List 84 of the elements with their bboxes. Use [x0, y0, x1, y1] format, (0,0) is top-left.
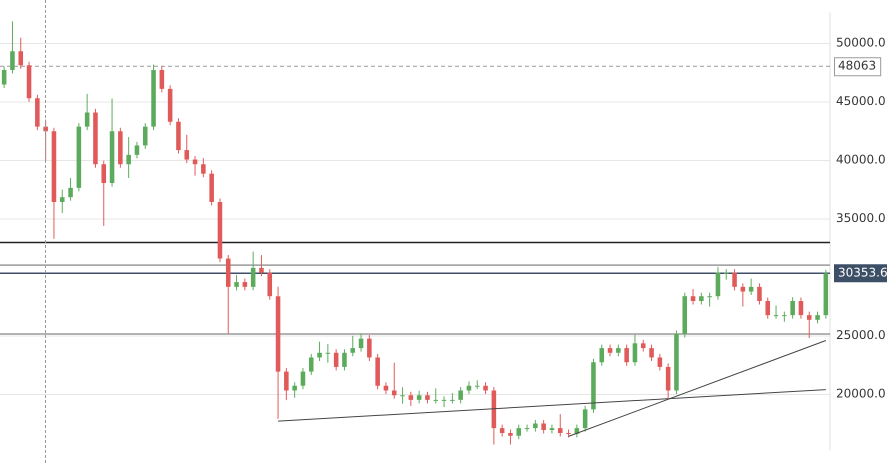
- candlestick: [425, 391, 430, 404]
- candlestick: [450, 392, 455, 404]
- candlestick: [724, 268, 729, 280]
- candlestick: [748, 278, 754, 296]
- candlestick: [126, 136, 131, 179]
- candlestick: [234, 274, 239, 291]
- candlestick: [757, 282, 762, 305]
- candlestick: [101, 160, 106, 226]
- candlestick: [616, 344, 621, 357]
- candlestick: [666, 362, 670, 399]
- candlestick: [326, 344, 330, 364]
- candlestick: [259, 254, 264, 277]
- candlestick: [500, 424, 504, 437]
- candlestick: [699, 292, 704, 305]
- candlestick: [533, 419, 538, 432]
- candlestick: [732, 268, 737, 291]
- candlestick: [308, 353, 314, 376]
- candlestick: [798, 296, 804, 320]
- candlestick: [516, 424, 522, 440]
- candlestick: [43, 119, 48, 161]
- candlestick: [474, 380, 480, 390]
- candlestick: [408, 391, 414, 406]
- candlestick: [806, 311, 812, 339]
- candlestick: [433, 388, 438, 404]
- y-tick-label: 40000.0: [836, 152, 886, 167]
- candlestick: [707, 292, 712, 308]
- candlestick: [466, 380, 472, 395]
- ref-line-label: 30353.6: [838, 265, 887, 280]
- candlestick: [201, 158, 206, 178]
- candlestick: [192, 156, 198, 176]
- candlestick: [60, 189, 65, 214]
- y-tick-label: 25000.0: [836, 328, 886, 342]
- candlestick: [658, 353, 662, 371]
- candlestick: [740, 282, 746, 308]
- candlestick: [292, 382, 297, 398]
- candlestick: [716, 266, 720, 300]
- candlestick: [392, 362, 397, 400]
- candlestick: [334, 348, 338, 371]
- candlestick: [134, 141, 140, 159]
- candlestick: [815, 311, 820, 324]
- y-tick-label: 45000.0: [836, 94, 886, 108]
- candlestick: [599, 344, 604, 366]
- candlestick: [350, 335, 356, 357]
- candlestick: [649, 344, 654, 362]
- candlestick: [68, 178, 73, 202]
- candlestick: [442, 396, 446, 408]
- candlestick: [416, 390, 422, 404]
- candlestick: [242, 278, 248, 291]
- candlestick: [582, 405, 588, 432]
- candlestick: [342, 348, 347, 371]
- candlestick: [84, 93, 90, 131]
- candlestick: [558, 414, 563, 437]
- candlestick: [458, 386, 463, 404]
- candlestick: [267, 268, 272, 300]
- candlestick: [284, 368, 289, 401]
- candlestick: [541, 419, 546, 434]
- candlestick: [790, 296, 795, 320]
- candlestick: [774, 304, 778, 320]
- y-tick-label: 20000.0: [836, 386, 886, 400]
- candlestick: [632, 334, 638, 366]
- candlestick: [608, 344, 612, 357]
- candlestick: [358, 332, 364, 352]
- candlestick: [483, 382, 488, 395]
- candlestick: [624, 344, 629, 366]
- ref-line-label: 48063: [838, 58, 876, 72]
- candlestick: [367, 334, 372, 362]
- candlestick: [384, 382, 388, 395]
- candlestick: [160, 66, 164, 93]
- candlestick: [400, 386, 405, 404]
- candlestick: [142, 122, 148, 150]
- candlestick: [300, 368, 306, 390]
- candlestick: [184, 134, 190, 164]
- candlestick: [640, 339, 646, 352]
- candlestick: [18, 37, 24, 70]
- candlestick: [317, 341, 322, 362]
- candlestick: [250, 251, 256, 291]
- candlestick: [782, 311, 787, 322]
- candlestick: [10, 20, 15, 74]
- candlestick: [690, 288, 696, 305]
- candlestick: [765, 296, 770, 320]
- candlestick: [2, 66, 6, 89]
- candlestick: [508, 428, 513, 446]
- y-tick-label: 50000.0: [836, 36, 886, 50]
- y-tick-label: 35000.0: [836, 211, 886, 226]
